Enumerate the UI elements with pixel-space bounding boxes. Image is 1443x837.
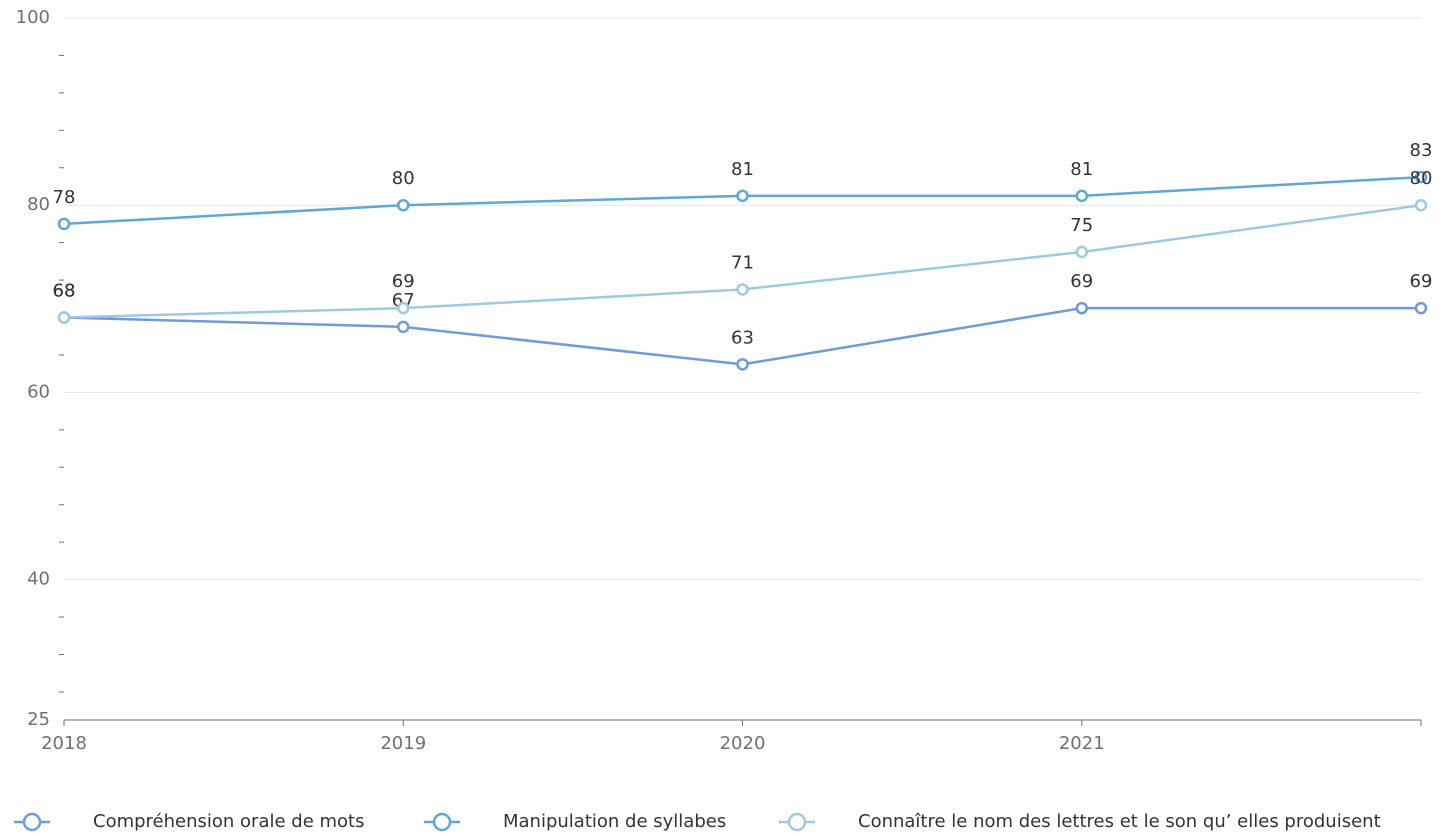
data-label: 69 [392, 271, 415, 292]
x-tick-label: 2018 [41, 733, 87, 754]
data-label: 83 [1410, 140, 1433, 161]
data-label: 67 [392, 290, 415, 311]
data-label: 69 [1410, 271, 1433, 292]
data-point [1075, 189, 1088, 203]
data-label: 78 [53, 187, 76, 208]
y-tick-label: 40 [27, 569, 50, 590]
data-point [1414, 198, 1428, 212]
data-label: 75 [1070, 215, 1093, 236]
x-tick-label: 2020 [720, 733, 766, 754]
x-tick-label: 2021 [1059, 733, 1105, 754]
legend-icon [22, 812, 42, 832]
data-point [1414, 301, 1428, 315]
data-label: 80 [1410, 168, 1433, 189]
data-point [1075, 301, 1088, 315]
data-point [1075, 245, 1088, 259]
data-point [736, 189, 749, 203]
legend-icon [432, 812, 452, 832]
data-point [397, 301, 410, 315]
y-tick-label: 25 [27, 709, 50, 730]
data-point [57, 217, 71, 231]
data-label: 68 [53, 281, 76, 302]
data-point [397, 320, 410, 334]
data-label: 71 [731, 252, 754, 273]
x-tick-label: 2019 [380, 733, 426, 754]
data-point [736, 283, 749, 296]
legend-label: Compréhension orale de mots [93, 811, 364, 832]
y-tick-label: 100 [16, 7, 50, 28]
data-point [57, 311, 71, 324]
data-point [736, 358, 749, 371]
legend-icon [787, 812, 807, 832]
y-tick-label: 80 [27, 194, 50, 215]
data-label: 81 [731, 159, 754, 180]
legend-label: Manipulation de syllabes [503, 811, 726, 832]
data-point [1414, 170, 1428, 184]
legend-label: Connaître le nom des lettres et le son q… [858, 811, 1381, 832]
y-tick-label: 60 [27, 381, 50, 402]
data-label: 63 [731, 327, 754, 348]
data-label: 80 [392, 168, 415, 189]
data-label: 81 [1070, 159, 1093, 180]
data-label: 68 [53, 281, 76, 302]
data-point [397, 198, 410, 212]
data-label: 69 [1070, 271, 1093, 292]
